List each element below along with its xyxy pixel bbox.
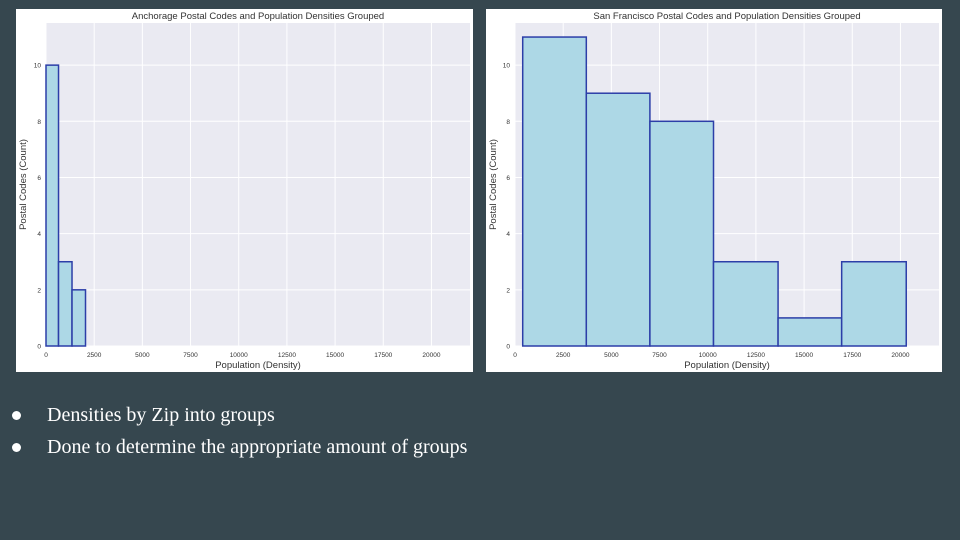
histogram-bar <box>649 120 715 347</box>
y-tick-label: 0 <box>37 344 41 351</box>
y-tick-label: 4 <box>37 231 41 238</box>
x-tick-label: 7500 <box>183 352 198 359</box>
y-tick-label: 2 <box>37 287 41 294</box>
chart-anchorage-svg: 0 2500 5000 7500 10000 12500 15000 17500 20000 0 2… <box>18 11 470 371</box>
x-tick-label: 12500 <box>747 352 765 359</box>
chart-title: San Francisco Postal Codes and Populatio… <box>593 11 860 22</box>
histogram-bar <box>45 64 60 347</box>
bullet-dot-icon <box>12 411 21 420</box>
bullet-list: Densities by Zip into groups Done to det… <box>0 399 960 463</box>
x-tick-label: 17500 <box>374 352 392 359</box>
x-tick-label: 10000 <box>699 352 717 359</box>
histogram-bar <box>57 260 73 347</box>
histogram-bar <box>71 289 87 347</box>
x-tick-label: 15000 <box>326 352 344 359</box>
x-tick-label: 0 <box>44 352 48 359</box>
chart-title: Anchorage Postal Codes and Population De… <box>132 11 384 22</box>
histogram-bar <box>521 36 588 347</box>
x-axis-label: Population (Density) <box>215 360 301 371</box>
bullet-item: Done to determine the appropriate amount… <box>0 431 960 463</box>
y-tick-label: 6 <box>37 175 41 182</box>
x-tick-label: 20000 <box>422 352 440 359</box>
y-tick-label: 0 <box>506 344 510 351</box>
x-tick-label: 15000 <box>795 352 813 359</box>
x-tick-label: 2500 <box>87 352 102 359</box>
y-axis-label: Postal Codes (Count) <box>18 139 29 230</box>
x-tick-label: 10000 <box>230 352 248 359</box>
histogram-bar <box>712 260 779 347</box>
histogram-bar <box>840 260 907 347</box>
x-tick-label: 5000 <box>604 352 619 359</box>
y-tick-label: 8 <box>37 119 41 126</box>
histogram-bar <box>585 92 651 347</box>
y-tick-label: 2 <box>506 287 510 294</box>
chart-anchorage: 0 2500 5000 7500 10000 12500 15000 17500 20000 0 2… <box>16 9 473 372</box>
plot-area <box>46 23 470 346</box>
y-axis-label: Postal Codes (Count) <box>488 139 499 230</box>
histogram-bar <box>777 317 843 347</box>
x-tick-label: 2500 <box>556 352 571 359</box>
bullet-dot-icon <box>12 443 21 452</box>
x-tick-label: 0 <box>513 352 517 359</box>
chart-san-francisco-svg: 0 2500 5000 7500 10000 12500 15000 17500 20000 0 2… <box>488 11 939 371</box>
chart-san-francisco: 0 2500 5000 7500 10000 12500 15000 17500 20000 0 2… <box>486 9 942 372</box>
x-tick-label: 5000 <box>135 352 150 359</box>
y-tick-label: 10 <box>503 63 511 70</box>
bullet-text: Densities by Zip into groups <box>47 404 275 426</box>
y-tick-label: 4 <box>506 231 510 238</box>
y-tick-label: 6 <box>506 175 510 182</box>
x-tick-label: 17500 <box>843 352 861 359</box>
x-axis-label: Population (Density) <box>684 360 770 371</box>
bullet-item: Densities by Zip into groups <box>0 399 960 431</box>
y-tick-label: 8 <box>506 119 510 126</box>
bullet-text: Done to determine the appropriate amount… <box>47 436 468 458</box>
x-tick-label: 20000 <box>891 352 909 359</box>
x-tick-label: 7500 <box>652 352 667 359</box>
y-tick-label: 10 <box>34 63 42 70</box>
x-tick-label: 12500 <box>278 352 296 359</box>
